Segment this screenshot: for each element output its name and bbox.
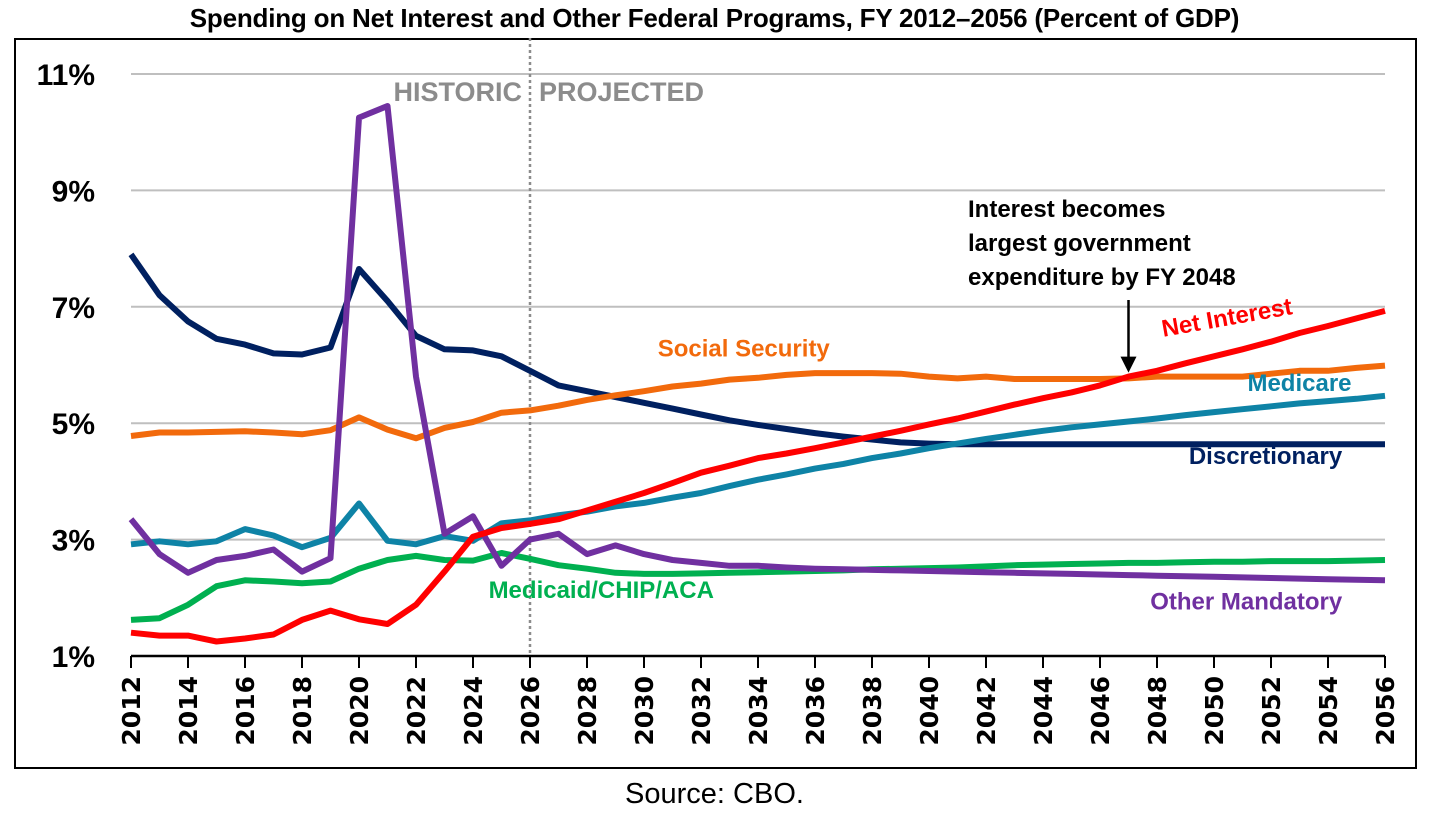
- x-tick-label: 2040: [915, 676, 944, 746]
- x-tick-label: 2024: [459, 676, 488, 746]
- x-tick-label: 2044: [1029, 676, 1058, 746]
- y-tick-label: 3%: [52, 525, 95, 558]
- x-tick-label: 2032: [687, 676, 716, 746]
- x-tick-label: 2014: [174, 676, 203, 746]
- x-tick-label: 2026: [516, 676, 545, 746]
- x-tick-label: 2056: [1371, 676, 1400, 746]
- series-line-other-mandatory: [128, 103, 1386, 584]
- series-label-medicare: Medicare: [1247, 370, 1351, 397]
- x-tick-label: 2016: [231, 676, 260, 746]
- x-tick-label: 2050: [1200, 676, 1229, 746]
- x-tick-label: 2022: [402, 676, 431, 746]
- annotation-arrow-head: [1120, 356, 1137, 373]
- x-tick-label: 2030: [630, 676, 659, 746]
- x-tick-label: 2034: [744, 676, 773, 746]
- source-note: Source: CBO.: [625, 778, 804, 810]
- series-label-other-mandatory: Other Mandatory: [1150, 588, 1343, 615]
- series-label-medicaid-chip-aca: Medicaid/CHIP/ACA: [489, 577, 714, 604]
- annotation-text-line: Interest becomes: [968, 196, 1165, 223]
- series-label-net-interest: Net Interest: [1160, 293, 1295, 343]
- x-tick-label: 2038: [858, 676, 887, 746]
- y-tick-label: 9%: [52, 175, 95, 208]
- projected-label: PROJECTED: [539, 77, 704, 107]
- x-tick-label: 2020: [345, 676, 374, 746]
- chart-frame: [14, 38, 1417, 769]
- x-tick-label: 2018: [288, 676, 317, 746]
- series-line-discretionary: [128, 252, 1385, 448]
- historic-label: HISTORIC: [393, 77, 522, 107]
- x-tick-label: 2036: [801, 676, 830, 746]
- chart-title: Spending on Net Interest and Other Feder…: [189, 3, 1240, 33]
- series-line-net-interest: [130, 307, 1386, 645]
- x-tick-label: 2054: [1314, 676, 1343, 746]
- series-line-medicare: [130, 392, 1386, 551]
- annotation-text-line: largest government: [968, 230, 1191, 257]
- y-tick-label: 1%: [52, 641, 95, 674]
- series-label-social-security: Social Security: [658, 335, 831, 362]
- x-tick-label: 2042: [972, 676, 1001, 746]
- x-tick-label: 2048: [1143, 676, 1172, 746]
- x-tick-label: 2046: [1086, 676, 1115, 746]
- series-label-discretionary: Discretionary: [1189, 443, 1343, 470]
- y-tick-label: 5%: [52, 408, 95, 441]
- y-tick-label: 11%: [37, 59, 95, 92]
- y-tick-label: 7%: [52, 292, 95, 325]
- x-tick-label: 2028: [573, 676, 602, 746]
- x-tick-label: 2012: [117, 676, 146, 746]
- annotation-text-line: expenditure by FY 2048: [968, 264, 1236, 291]
- x-tick-label: 2052: [1257, 676, 1286, 746]
- series-line-medicaid-chip-aca: [130, 550, 1386, 623]
